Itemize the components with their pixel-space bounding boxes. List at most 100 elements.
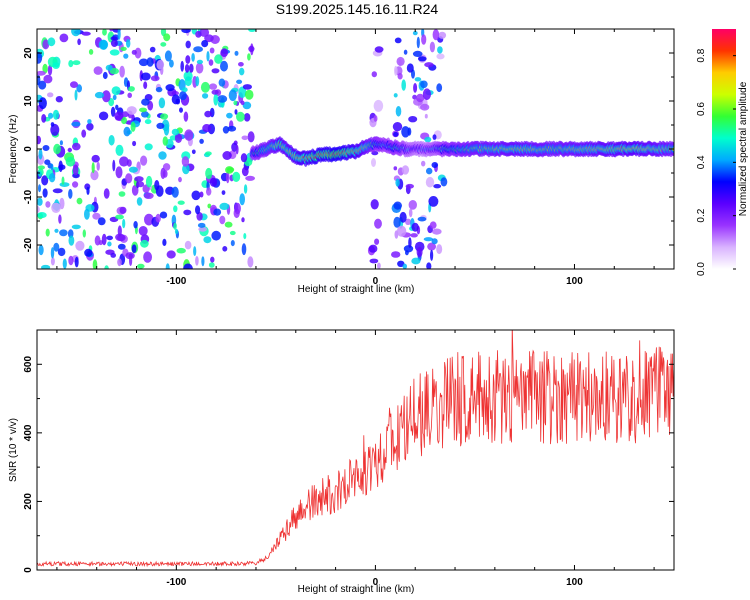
speckle-mark xyxy=(183,209,192,216)
speckle-mark xyxy=(158,151,167,160)
speckle-mark xyxy=(420,103,430,111)
speckle-mark xyxy=(191,53,195,62)
speckle-mark xyxy=(222,126,230,134)
speckle-mark xyxy=(374,238,380,245)
speckle-mark xyxy=(202,124,212,133)
speckle-mark xyxy=(93,66,103,75)
speckle-mark xyxy=(219,202,230,210)
speckle-mark xyxy=(416,36,420,49)
colorbar: 0.0 0.2 0.4 0.6 0.8 Normalized spectral ampl… xyxy=(696,29,749,276)
speckle-mark xyxy=(47,92,54,98)
speckle-mark xyxy=(191,190,201,201)
speckle-mark xyxy=(47,64,53,76)
speckle-mark xyxy=(72,60,81,66)
speckle-mark xyxy=(191,149,196,155)
speckle-mark xyxy=(426,262,432,269)
speckle-mark xyxy=(171,128,180,136)
speckle-mark xyxy=(119,156,129,167)
speckle-mark xyxy=(42,63,48,74)
speckle-mark xyxy=(371,71,377,78)
speckle-mark xyxy=(52,109,60,120)
speckle-mark xyxy=(84,208,90,220)
speckle-mark xyxy=(57,247,66,257)
speckle-mark xyxy=(217,95,228,103)
speckle-mark xyxy=(241,217,245,223)
speckle-mark xyxy=(242,101,252,110)
speckle-mark xyxy=(243,184,248,194)
speckle-mark xyxy=(125,173,133,184)
speckle-mark xyxy=(84,248,93,257)
speckle-mark xyxy=(159,211,168,219)
snr-plot-area xyxy=(37,330,674,568)
speckle-mark xyxy=(421,34,427,45)
speckle-mark xyxy=(59,33,69,43)
speckle-mark xyxy=(185,40,191,49)
speckle-mark xyxy=(416,93,425,103)
speckle-mark xyxy=(402,263,407,269)
speckle-mark xyxy=(181,156,190,167)
speckle-mark xyxy=(71,224,81,230)
speckle-mark xyxy=(433,184,442,189)
speckle-mark xyxy=(117,243,126,250)
speckle-mark xyxy=(109,49,120,56)
speckle-mark xyxy=(182,163,190,175)
speckle-mark xyxy=(211,230,221,241)
speckle-mark xyxy=(219,215,226,225)
speckle-mark xyxy=(436,244,443,255)
speckle-mark xyxy=(432,29,440,41)
speckle-mark xyxy=(432,228,442,235)
speckle-mark xyxy=(424,113,428,119)
speckle-mark xyxy=(201,40,209,48)
speckle-mark xyxy=(158,97,166,109)
speckle-mark xyxy=(206,51,210,62)
speckle-mark xyxy=(53,242,60,252)
speckle-mark xyxy=(86,186,90,195)
speckle-mark xyxy=(137,263,145,269)
speckle-mark xyxy=(115,233,125,241)
colorbar-tick-label: 0.6 xyxy=(696,102,707,116)
speckle-mark xyxy=(234,109,238,115)
speckle-mark xyxy=(214,54,223,64)
speckle-mark xyxy=(38,244,44,256)
speckle-mark xyxy=(222,151,232,160)
speckle-mark xyxy=(218,78,226,87)
speckle-mark xyxy=(247,256,254,268)
speckle-mark xyxy=(97,217,106,226)
speckle-mark xyxy=(123,126,131,137)
speckle-mark xyxy=(68,235,75,246)
speckle-mark xyxy=(131,244,137,253)
speckle-mark xyxy=(242,84,252,90)
speckle-mark xyxy=(58,160,63,173)
speckle-mark xyxy=(109,29,113,32)
speckle-mark xyxy=(183,263,193,269)
speckle-mark xyxy=(92,259,98,269)
speckle-mark xyxy=(38,184,41,193)
speckle-mark xyxy=(240,153,248,163)
speckle-mark xyxy=(373,99,384,112)
speckle-mark xyxy=(58,214,62,224)
speckle-mark xyxy=(111,86,121,96)
speckle-mark xyxy=(208,59,214,66)
speckle-mark xyxy=(162,136,168,146)
speckle-mark xyxy=(120,46,127,52)
speckle-mark xyxy=(117,225,122,237)
speckle-mark xyxy=(115,166,123,179)
speckle-mark xyxy=(53,143,61,155)
speckle-mark xyxy=(121,116,127,125)
speckle-mark xyxy=(399,211,407,223)
speckle-mark xyxy=(209,47,215,54)
y-tick-label: -10 xyxy=(23,189,34,204)
speckle-mark xyxy=(90,170,99,181)
speckle-mark xyxy=(72,164,79,176)
speckle-mark xyxy=(171,186,179,198)
speckle-mark xyxy=(42,145,50,151)
speckle-mark xyxy=(438,31,447,39)
speckle-mark xyxy=(393,216,401,228)
y-tick-label: 400 xyxy=(23,424,34,441)
speckle-mark xyxy=(199,29,210,37)
speckle-mark xyxy=(184,129,194,141)
speckle-mark xyxy=(75,240,85,251)
